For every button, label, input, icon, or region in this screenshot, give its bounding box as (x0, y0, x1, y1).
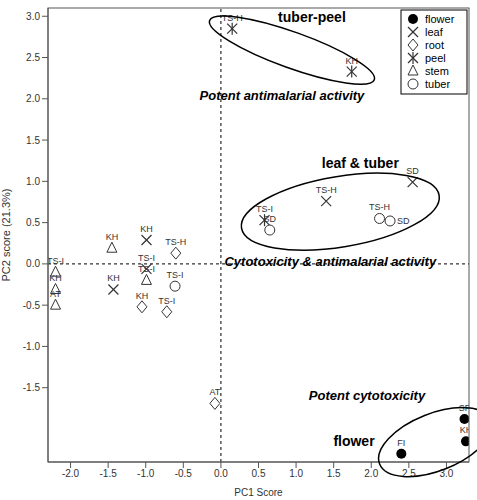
svg-text:AT: AT (209, 387, 220, 397)
svg-text:3.0: 3.0 (439, 468, 453, 479)
svg-text:PC1 Score: PC1 Score (234, 487, 283, 498)
svg-text:2.0: 2.0 (26, 93, 40, 104)
svg-text:TS-H: TS-H (316, 185, 337, 195)
svg-text:3.0: 3.0 (26, 11, 40, 22)
svg-text:SD: SD (406, 166, 419, 176)
svg-text:KH: KH (460, 425, 469, 435)
svg-text:peel: peel (425, 52, 446, 64)
svg-text:1.5: 1.5 (327, 468, 341, 479)
svg-text:flower: flower (333, 433, 375, 449)
svg-text:TS-I: TS-I (158, 296, 175, 306)
svg-text:KH: KH (345, 56, 358, 66)
svg-text:FI: FI (397, 438, 405, 448)
svg-text:AT: AT (50, 289, 61, 299)
svg-text:Potent antimalarial activity: Potent antimalarial activity (200, 88, 365, 103)
svg-text:0.0: 0.0 (214, 468, 228, 479)
svg-text:KH: KH (106, 232, 119, 242)
svg-text:Cytotoxicity & antimalarial ac: Cytotoxicity & antimalarial activity (224, 254, 436, 269)
svg-text:Potent cytotoxicity: Potent cytotoxicity (309, 388, 426, 403)
svg-text:leaf: leaf (425, 26, 444, 38)
svg-text:leaf & tuber: leaf & tuber (322, 155, 400, 171)
svg-text:PC2 score (21.3%): PC2 score (21.3%) (8, 189, 12, 282)
svg-text:KH: KH (49, 273, 62, 283)
svg-text:-1.5: -1.5 (100, 468, 118, 479)
svg-text:2.0: 2.0 (364, 468, 378, 479)
svg-text:tuber: tuber (425, 78, 450, 90)
svg-text:TS-H: TS-H (369, 202, 390, 212)
svg-text:flower: flower (425, 13, 455, 25)
svg-text:-0.5: -0.5 (23, 300, 41, 311)
svg-text:TS-I: TS-I (138, 253, 155, 263)
svg-text:0.0: 0.0 (26, 258, 40, 269)
svg-text:tuber-peel: tuber-peel (278, 9, 346, 25)
svg-text:root: root (425, 39, 444, 51)
svg-text:1.5: 1.5 (26, 135, 40, 146)
svg-text:0.5: 0.5 (252, 468, 266, 479)
svg-text:TS-I: TS-I (167, 270, 184, 280)
svg-text:2.5: 2.5 (402, 468, 416, 479)
svg-text:KH: KH (140, 224, 153, 234)
svg-text:TS-H: TS-H (165, 237, 186, 247)
svg-text:1.0: 1.0 (289, 468, 303, 479)
svg-text:stem: stem (425, 65, 449, 77)
svg-text:1.0: 1.0 (26, 176, 40, 187)
svg-text:KH: KH (107, 273, 120, 283)
svg-text:TS-I: TS-I (256, 204, 273, 214)
svg-text:2.5: 2.5 (26, 52, 40, 63)
svg-text:-1.0: -1.0 (137, 468, 155, 479)
svg-text:SD: SD (397, 216, 410, 226)
svg-text:SD: SD (264, 214, 277, 224)
svg-text:TS-I: TS-I (48, 256, 64, 266)
svg-text:TS-H: TS-H (222, 13, 243, 23)
svg-text:TS-I: TS-I (138, 264, 155, 274)
svg-text:-1.5: -1.5 (23, 382, 41, 393)
svg-text:-1.0: -1.0 (23, 341, 41, 352)
svg-text:KH: KH (136, 291, 149, 301)
svg-text:0.5: 0.5 (26, 217, 40, 228)
svg-text:SF: SF (459, 403, 469, 413)
svg-text:-2.0: -2.0 (62, 468, 80, 479)
svg-text:-0.5: -0.5 (175, 468, 193, 479)
